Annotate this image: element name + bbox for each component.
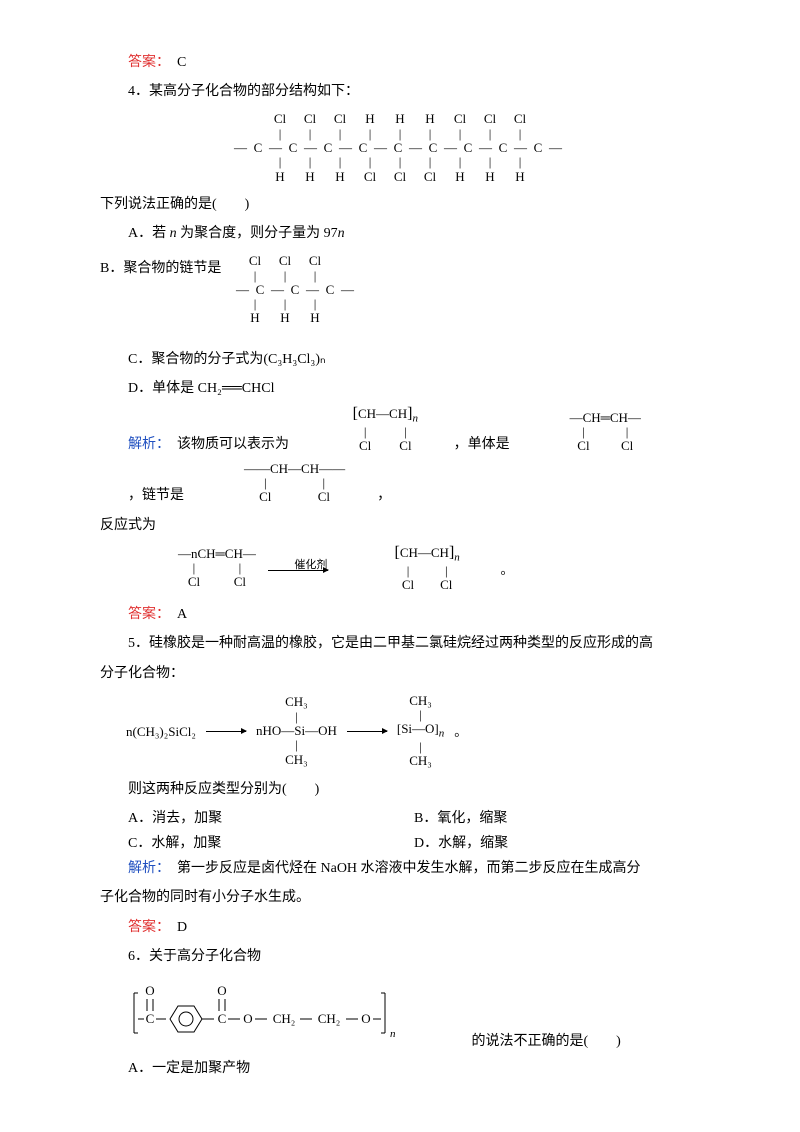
q5-opts-row1: A．消去，加聚 B．氧化，缩聚 bbox=[100, 806, 700, 831]
q4-rxn: —nCH═CH— || ClCl 催化剂 [CH—CH]n || ClCl 。 bbox=[126, 544, 700, 596]
q5-answer: 答案： D bbox=[100, 915, 700, 940]
q4-ana-m1: ，单体是 bbox=[426, 432, 510, 457]
answer-label: 答案： bbox=[128, 920, 163, 935]
arrow-icon: 催化剂 bbox=[268, 570, 328, 571]
q4-number: 4． bbox=[128, 84, 149, 99]
analysis-label: 解析： bbox=[128, 437, 163, 452]
q4-frag-link: ——CH—CH—— || ClCl bbox=[188, 462, 345, 509]
q4-optC: C．聚合物的分子式为(C₃H₃Cl₃)ₙ bbox=[100, 347, 700, 372]
q6-number: 6． bbox=[128, 949, 149, 964]
q5-rxn-right: CH₃| [Si—O]n |CH₃ bbox=[397, 694, 444, 769]
q5-answer-value: D bbox=[177, 920, 187, 935]
q5-opts-row2: C．水解，加聚 D．水解，缩聚 bbox=[100, 831, 700, 856]
answer-label: 答案： bbox=[128, 55, 163, 70]
q5-analysis2: 子化合物的同时有小分子水生成。 bbox=[100, 885, 700, 910]
q5-rxn-end: 。 bbox=[454, 720, 467, 743]
q4-optB: B．聚合物的链节是 bbox=[100, 256, 700, 281]
q6-stem: 6．关于高分子化合物 bbox=[100, 944, 700, 969]
q4-optA: A．若 n 为聚合度，则分子量为 97n bbox=[100, 221, 700, 246]
q5-number: 5． bbox=[128, 636, 149, 651]
svg-text:CH₂: CH₂ bbox=[318, 1011, 341, 1026]
q4-answer: 答案： A bbox=[100, 602, 700, 627]
q4-frag-mono: —CH═CH— || ClCl bbox=[514, 411, 641, 458]
q6-optA: A．一定是加聚产物 bbox=[100, 1056, 700, 1081]
q5-ana1: 第一步反应是卤代烃在 NaOH 水溶液中发生水解，而第二步反应在生成高分 bbox=[177, 861, 641, 876]
q3-answer: 答案： C bbox=[100, 50, 700, 75]
svg-text:O: O bbox=[145, 983, 154, 998]
q5-rxn-left: n(CH₃)₂SiCl₂ bbox=[126, 720, 196, 743]
q4-frag-poly: [CH—CH]n || ClCl bbox=[293, 405, 422, 457]
q5-optA: A．消去，加聚 bbox=[128, 806, 414, 831]
q4-chain: ClClClHHHClClCl ||||||||| —C—C—C—C—C—C—C… bbox=[100, 112, 700, 183]
q4-ana-pre: 该物质可以表示为 bbox=[177, 437, 289, 452]
arrow-label: 催化剂 bbox=[268, 556, 327, 576]
q5-stem1: 5．硅橡胶是一种耐高温的橡胶，它是由二甲基二氯硅烷经过两种类型的反应形成的高 bbox=[100, 631, 700, 656]
q5-optB: B．氧化，缩聚 bbox=[414, 806, 700, 831]
q5-stem2: 分子化合物： bbox=[100, 661, 700, 686]
svg-text:O: O bbox=[243, 1011, 252, 1026]
q3-answer-value: C bbox=[177, 55, 186, 70]
q6-postfig: 的说法不正确的是( ) bbox=[472, 1034, 621, 1049]
arrow-icon bbox=[347, 731, 387, 732]
q4-answer-value: A bbox=[177, 607, 187, 622]
svg-text:C: C bbox=[146, 1011, 155, 1026]
q4-ana-m2: ，链节是 bbox=[100, 483, 184, 508]
svg-text:n: n bbox=[390, 1028, 396, 1040]
q4-analysis: 解析： 该物质可以表示为 [CH—CH]n || ClCl ，单体是 —CH═C… bbox=[100, 405, 700, 508]
q4-ana-m3: ， bbox=[349, 483, 391, 508]
svg-text:CH₂: CH₂ bbox=[273, 1011, 296, 1026]
q6-stem-text: 关于高分子化合物 bbox=[149, 949, 261, 964]
arrow-icon bbox=[206, 731, 246, 732]
analysis-label: 解析： bbox=[128, 861, 163, 876]
svg-text:O: O bbox=[217, 983, 226, 998]
q4-ana-line2: 反应式为 bbox=[100, 513, 700, 538]
q4-rxn-end: 。 bbox=[474, 558, 513, 581]
q5-analysis1: 解析： 第一步反应是卤代烃在 NaOH 水溶液中发生水解，而第二步反应在生成高分 bbox=[100, 856, 700, 881]
q6-structure: O C O C O CH₂ CH₂ O n 的说法不正确的是( ) bbox=[128, 975, 700, 1054]
q5-optD: D．水解，缩聚 bbox=[414, 831, 700, 856]
q5-rxn: n(CH₃)₂SiCl₂ CH₃| nHO—Si—OH |CH₃ CH₃| [S… bbox=[126, 694, 700, 769]
q5-postfig: 则这两种反应类型分别为( ) bbox=[100, 777, 700, 802]
q4-postfig: 下列说法正确的是( ) bbox=[100, 192, 700, 217]
q5-rxn-mid: CH₃| nHO—Si—OH |CH₃ bbox=[256, 695, 337, 766]
answer-label: 答案： bbox=[128, 607, 163, 622]
svg-text:C: C bbox=[218, 1011, 227, 1026]
q4-stem-text: 某高分子化合物的部分结构如下： bbox=[149, 84, 359, 99]
q5-optC: C．水解，加聚 bbox=[128, 831, 414, 856]
q5-stem1-text: 硅橡胶是一种耐高温的橡胶，它是由二甲基二氯硅烷经过两种类型的反应形成的高 bbox=[149, 636, 653, 651]
q4-stem: 4．某高分子化合物的部分结构如下： bbox=[100, 79, 700, 104]
svg-text:O: O bbox=[361, 1011, 370, 1026]
q4-optD: D．单体是 CH₂══CHCl bbox=[100, 376, 700, 401]
